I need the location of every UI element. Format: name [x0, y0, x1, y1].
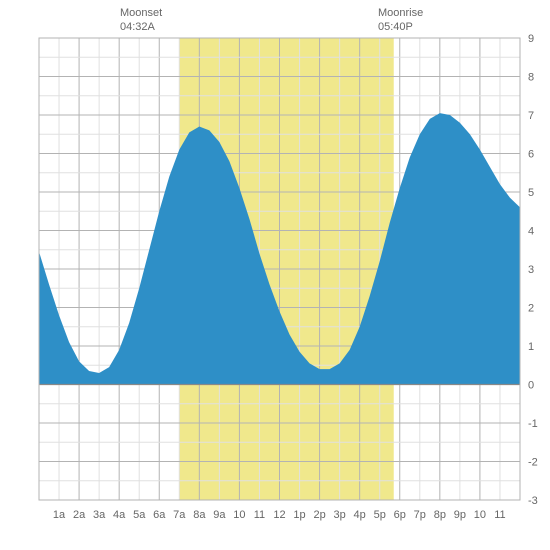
- chart-container: Moonset 04:32A Moonrise 05:40P -3-2-1012…: [0, 0, 550, 550]
- svg-text:1a: 1a: [53, 509, 66, 521]
- svg-text:4p: 4p: [354, 509, 366, 521]
- moonrise-time: 05:40P: [378, 20, 423, 34]
- svg-text:5p: 5p: [374, 509, 386, 521]
- svg-text:9: 9: [528, 33, 534, 45]
- svg-text:2: 2: [528, 303, 534, 315]
- svg-text:6a: 6a: [153, 509, 166, 521]
- svg-text:3: 3: [528, 264, 534, 276]
- svg-text:4: 4: [528, 226, 534, 238]
- svg-text:9p: 9p: [454, 509, 466, 521]
- svg-text:-1: -1: [528, 418, 538, 430]
- svg-text:1: 1: [528, 341, 534, 353]
- svg-text:7a: 7a: [173, 509, 186, 521]
- svg-text:-3: -3: [528, 495, 538, 507]
- svg-text:2p: 2p: [313, 509, 325, 521]
- svg-text:3p: 3p: [334, 509, 346, 521]
- moonset-annotation: Moonset 04:32A: [120, 6, 162, 35]
- svg-text:2a: 2a: [73, 509, 86, 521]
- svg-text:3a: 3a: [93, 509, 106, 521]
- svg-text:9a: 9a: [213, 509, 226, 521]
- svg-text:10: 10: [233, 509, 245, 521]
- svg-text:-2: -2: [528, 457, 538, 469]
- tide-chart: -3-2-101234567891a2a3a4a5a6a7a8a9a101112…: [0, 0, 550, 550]
- svg-text:8a: 8a: [193, 509, 206, 521]
- svg-text:0: 0: [528, 380, 534, 392]
- moonset-label: Moonset: [120, 6, 162, 20]
- moonrise-label: Moonrise: [378, 6, 423, 20]
- moonset-time: 04:32A: [120, 20, 162, 34]
- svg-text:6p: 6p: [394, 509, 406, 521]
- svg-text:4a: 4a: [113, 509, 126, 521]
- svg-text:12: 12: [273, 509, 285, 521]
- svg-text:8: 8: [528, 72, 534, 84]
- svg-text:5: 5: [528, 187, 534, 199]
- svg-text:5a: 5a: [133, 509, 146, 521]
- svg-text:11: 11: [494, 509, 505, 521]
- moonrise-annotation: Moonrise 05:40P: [378, 6, 423, 35]
- svg-text:7p: 7p: [414, 509, 426, 521]
- svg-text:11: 11: [254, 509, 265, 521]
- svg-text:6: 6: [528, 149, 534, 161]
- svg-text:8p: 8p: [434, 509, 446, 521]
- svg-text:7: 7: [528, 110, 534, 122]
- svg-text:10: 10: [474, 509, 486, 521]
- svg-text:1p: 1p: [293, 509, 305, 521]
